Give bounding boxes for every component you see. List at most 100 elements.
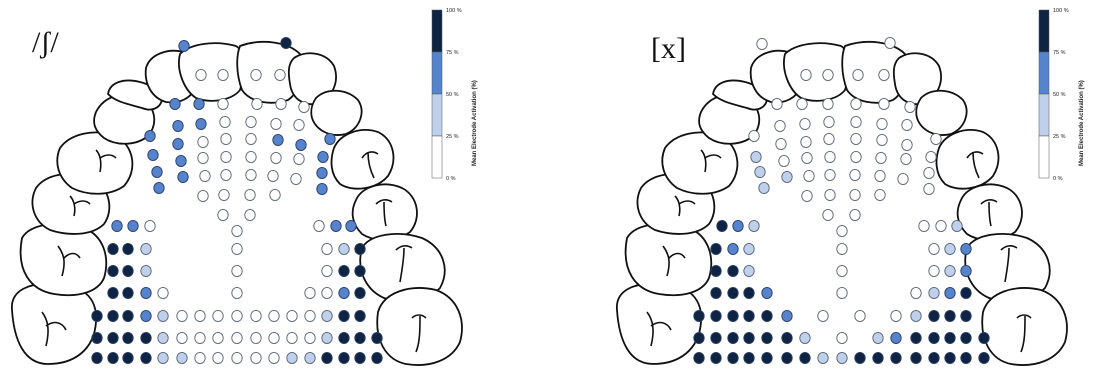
electrode <box>140 242 152 256</box>
electrode <box>781 309 793 323</box>
electrode <box>822 68 834 82</box>
electrode-grid <box>91 36 383 365</box>
electrode <box>890 351 902 365</box>
electrode <box>761 309 773 323</box>
electrode <box>944 331 956 345</box>
electrode <box>194 331 206 345</box>
tooth-center-left <box>783 42 850 102</box>
electrode <box>231 309 243 323</box>
electrode <box>231 242 243 256</box>
electrode <box>900 152 912 166</box>
electrode <box>176 309 188 323</box>
electrode <box>836 224 848 238</box>
electrode <box>231 286 243 300</box>
electrode <box>727 351 739 365</box>
electrode <box>220 168 232 182</box>
electrode <box>897 172 909 186</box>
electrode <box>874 169 886 183</box>
electrode <box>884 36 896 50</box>
electrode <box>193 97 205 111</box>
electrode <box>321 331 333 345</box>
electrode <box>245 115 257 129</box>
electrode <box>930 132 942 146</box>
electrode <box>176 331 188 345</box>
electrode <box>750 150 762 164</box>
electrode <box>693 309 705 323</box>
electrode <box>122 264 134 278</box>
electrode <box>304 351 316 365</box>
electrode <box>928 351 940 365</box>
electrode <box>727 331 739 345</box>
electrode <box>268 331 280 345</box>
electrode <box>875 151 887 165</box>
electrode <box>761 351 773 365</box>
electrode <box>748 219 760 233</box>
electrode <box>316 166 328 180</box>
electrode <box>293 152 305 166</box>
electrode <box>874 188 886 202</box>
electrode <box>197 135 209 149</box>
electrode <box>122 286 134 300</box>
tooth-fissures <box>646 149 1032 353</box>
electrode <box>127 219 139 233</box>
electrode <box>219 115 231 129</box>
electrode <box>774 119 786 133</box>
electrode <box>304 309 316 323</box>
electrode <box>175 154 187 168</box>
electrode <box>876 133 888 147</box>
electrode <box>157 351 169 365</box>
electrode <box>928 286 940 300</box>
electrode <box>245 132 257 146</box>
electrode <box>177 170 189 184</box>
electrode <box>194 351 206 365</box>
electrode <box>199 169 211 183</box>
electrode <box>293 118 305 132</box>
electrode <box>231 264 243 278</box>
electrode <box>710 286 722 300</box>
electrode <box>693 351 705 365</box>
tooth-fissures <box>41 149 427 353</box>
electrode <box>298 100 310 114</box>
electrode <box>800 135 812 149</box>
tooth-center-left <box>178 42 245 102</box>
electrode <box>217 208 229 222</box>
electrode <box>836 242 848 256</box>
tooth-left-1 <box>616 282 702 365</box>
electrode <box>91 351 103 365</box>
electrode <box>852 68 864 82</box>
electrode <box>218 188 230 202</box>
electrode <box>217 68 229 82</box>
teeth-outline <box>616 40 1068 366</box>
electrode <box>140 286 152 300</box>
electrode <box>317 150 329 164</box>
electrode <box>756 37 768 51</box>
electrode <box>758 181 770 195</box>
electrode <box>849 208 861 222</box>
electrode <box>295 138 307 152</box>
electrode <box>354 242 366 256</box>
electrode <box>140 309 152 323</box>
electrode <box>330 219 342 233</box>
tooth-right-5 <box>330 129 395 190</box>
electrode <box>800 68 812 82</box>
electrode <box>371 351 383 365</box>
electrode <box>817 309 829 323</box>
electrode <box>836 286 848 300</box>
electrode <box>286 309 298 323</box>
electrode <box>890 309 902 323</box>
electrode <box>748 129 760 143</box>
electrode <box>304 286 316 300</box>
electrode <box>923 166 935 180</box>
electrode <box>743 331 755 345</box>
electrode <box>918 219 930 233</box>
electrode <box>178 39 190 53</box>
electrode <box>272 133 284 147</box>
electrode <box>928 331 940 345</box>
electrode <box>796 97 808 111</box>
electrode <box>910 309 922 323</box>
electrode <box>743 309 755 323</box>
electrode <box>324 132 336 146</box>
electrode <box>823 132 835 146</box>
